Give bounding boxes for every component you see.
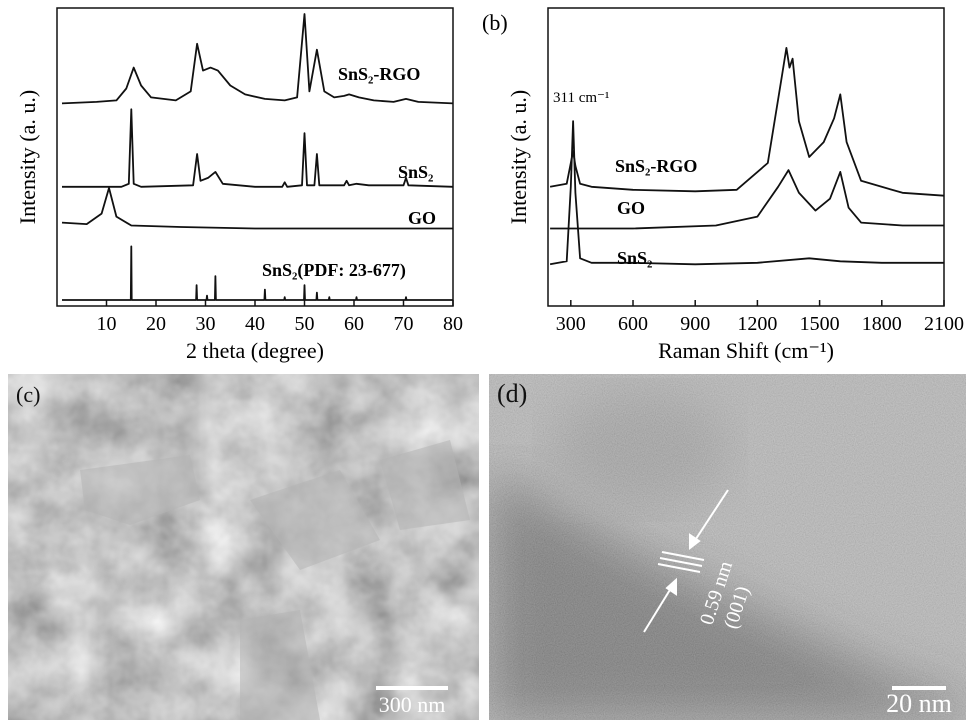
- x-tick-label: 70: [394, 313, 414, 335]
- x-axis-label: 2 theta (degree): [186, 338, 324, 363]
- panel-label: (c): [16, 382, 40, 407]
- x-tick-label: 30: [196, 313, 216, 335]
- series-label: SnS₂-RGO: [615, 156, 697, 176]
- x-tick-label: 2100: [924, 313, 964, 335]
- annotation: 311 cm⁻¹: [553, 90, 609, 106]
- x-tick-label: 40: [245, 313, 265, 335]
- lattice-marker: [643, 489, 729, 633]
- series-label: SnS₂: [398, 162, 433, 182]
- panel-label: (d): [497, 379, 527, 408]
- series-label: GO: [408, 208, 436, 228]
- scale-label: 300 nm: [379, 692, 446, 717]
- series-line: [549, 47, 945, 197]
- scale-bar: [892, 686, 946, 690]
- series-label: SnS₂-RGO: [338, 64, 420, 84]
- sem-image: 300 nm (c): [8, 374, 479, 720]
- x-tick-label: 60: [344, 313, 364, 335]
- x-tick-label: 10: [97, 313, 117, 335]
- scale-bar: [376, 686, 448, 690]
- tem-image: 0.59 nm (001) 20 nm (d): [489, 374, 966, 720]
- charts: 10 20 30 40 50 60 70 80 2 theta (degree) Intensit…: [15, 7, 964, 363]
- sem-flakes: [80, 440, 470, 720]
- x-tick-label: 600: [618, 313, 648, 335]
- x-tick-label: 1200: [737, 313, 777, 335]
- series-line: [550, 169, 944, 230]
- series-line: [62, 245, 453, 301]
- x-tick-label: 1500: [800, 313, 840, 335]
- tem-texture: [489, 374, 966, 720]
- series-line: [61, 187, 453, 230]
- series-label: SnS₂(PDF: 23-677): [262, 260, 406, 281]
- scale-label: 20 nm: [886, 689, 952, 718]
- series-line: [62, 108, 454, 188]
- x-tick-label: 50: [295, 313, 315, 335]
- x-axis-label: Raman Shift (cm⁻¹): [658, 338, 834, 363]
- x-tick-label: 300: [556, 313, 586, 335]
- series-label: GO: [617, 198, 645, 218]
- plot-frame: [547, 7, 945, 307]
- x-tick-label: 20: [146, 313, 166, 335]
- x-tick-label: 1800: [862, 313, 902, 335]
- x-tick-label: 900: [680, 313, 710, 335]
- panel-label: (b): [482, 10, 508, 35]
- x-tick-label: 80: [443, 313, 463, 335]
- y-axis-label: Intensity (a. u.): [506, 90, 531, 224]
- y-axis-label: Intensity (a. u.): [15, 90, 40, 224]
- series-line: [549, 120, 944, 266]
- series-label: SnS₂: [617, 248, 652, 268]
- series-line: [61, 13, 454, 105]
